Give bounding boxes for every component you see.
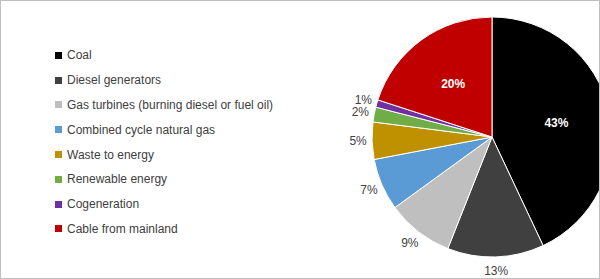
- svg-text:7%: 7%: [360, 183, 378, 197]
- svg-text:1%: 1%: [355, 93, 373, 107]
- html-text:Renewable energy: Renewable energy: [67, 172, 168, 187]
- svg-text:2%: 2%: [352, 105, 370, 119]
- html-text:Coal: Coal: [67, 48, 92, 63]
- svg-text:13%: 13%: [484, 264, 508, 278]
- svg-text:20%: 20%: [441, 77, 465, 91]
- html-text:Diesel generators: Diesel generators: [67, 73, 162, 88]
- html-text:Combined cycle natural gas: Combined cycle natural gas: [67, 122, 216, 137]
- html-text:Cable from mainland: Cable from mainland: [67, 222, 178, 236]
- html-text:Gas turbines (burning diesel o: Gas turbines (burning diesel or fuel oil…: [67, 98, 274, 112]
- html-text:Waste to energy: Waste to energy: [67, 147, 154, 162]
- svg-text:43%: 43%: [544, 116, 568, 130]
- html-text:Cogeneration: Cogeneration: [67, 197, 140, 212]
- svg-text:9%: 9%: [401, 236, 419, 250]
- svg-text:5%: 5%: [349, 134, 367, 148]
